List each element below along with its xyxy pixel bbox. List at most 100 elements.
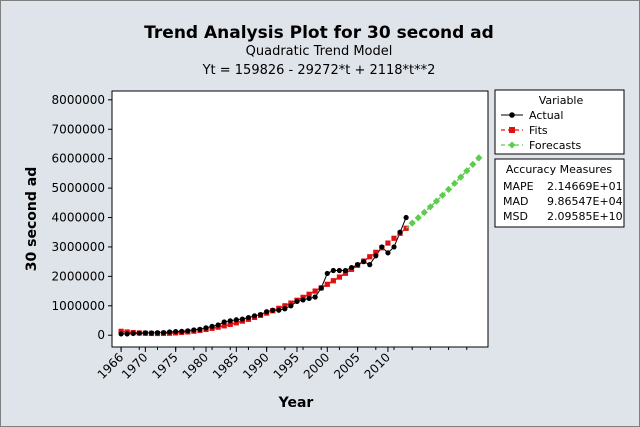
x-tick-label-9: 2010 bbox=[362, 350, 393, 381]
actual-point-2001 bbox=[330, 267, 336, 274]
actual-point-1989 bbox=[257, 312, 264, 318]
x-tick-label-4: 1985 bbox=[210, 350, 241, 381]
fits-point-1997 bbox=[306, 291, 312, 297]
forecast-point-2025 bbox=[475, 154, 483, 162]
accuracy-title: Accuracy Measures bbox=[506, 163, 612, 176]
actual-point-1995 bbox=[294, 298, 300, 304]
forecast-point-2021 bbox=[451, 179, 459, 187]
actual-point-1976 bbox=[179, 328, 185, 335]
accuracy-label-mape: MAPE bbox=[503, 180, 534, 193]
actual-point-2010 bbox=[385, 250, 391, 256]
actual-point-1984 bbox=[227, 318, 233, 324]
fits-point-2008 bbox=[373, 249, 379, 255]
actual-point-1973 bbox=[160, 329, 167, 336]
forecast-point-2016 bbox=[420, 208, 428, 216]
plot-area bbox=[111, 90, 489, 348]
actual-point-1998 bbox=[312, 294, 318, 300]
actual-point-1970 bbox=[142, 330, 148, 336]
forecast-point-2022 bbox=[457, 173, 465, 181]
fits-point-2011 bbox=[391, 235, 397, 241]
actual-point-2008 bbox=[373, 253, 379, 259]
forecast-point-2023 bbox=[463, 167, 471, 175]
accuracy-label-msd: MSD bbox=[503, 210, 528, 223]
legend: Variable Actual Fits Forecasts bbox=[494, 89, 625, 155]
x-tick-label-0: 1966 bbox=[95, 350, 126, 381]
legend-label-forecasts: Forecasts bbox=[529, 139, 582, 152]
accuracy-measures-box: Accuracy Measures MAPE 2.14669E+01 MAD 9… bbox=[494, 158, 625, 228]
forecast-point-2018 bbox=[432, 197, 441, 205]
actual-point-1975 bbox=[173, 328, 179, 335]
accuracy-value-mad: 9.86547E+04 bbox=[547, 195, 623, 208]
actual-point-2011 bbox=[391, 244, 397, 250]
actual-point-2003 bbox=[342, 267, 349, 274]
legend-title: Variable bbox=[539, 94, 584, 107]
actual-point-1990 bbox=[264, 309, 270, 315]
y-tick-label-6: 6000000 bbox=[52, 152, 105, 166]
actual-point-2007 bbox=[367, 262, 373, 268]
actual-point-1977 bbox=[185, 328, 191, 334]
y-tick-label-5: 5000000 bbox=[52, 181, 105, 195]
actual-point-1994 bbox=[288, 303, 294, 309]
actual-point-1991 bbox=[270, 307, 276, 313]
actual-point-1968 bbox=[130, 330, 136, 337]
accuracy-value-msd: 2.09585E+10 bbox=[547, 210, 623, 223]
x-tick-label-3: 1980 bbox=[180, 350, 211, 381]
fits-point-2001 bbox=[330, 278, 336, 284]
y-axis-label: 30 second ad bbox=[24, 167, 40, 271]
x-tick-label-1: 1970 bbox=[119, 350, 150, 381]
x-axis-label: Year bbox=[278, 395, 314, 411]
y-tick-label-0: 0 bbox=[97, 328, 105, 342]
y-tick-label-2: 2000000 bbox=[52, 269, 105, 283]
y-tick-label-4: 4000000 bbox=[52, 211, 105, 225]
accuracy-label-mad: MAD bbox=[503, 195, 529, 208]
actual-point-2005 bbox=[355, 262, 361, 268]
forecast-point-2014 bbox=[408, 219, 416, 227]
actual-point-1979 bbox=[197, 326, 203, 332]
actual-point-1974 bbox=[167, 329, 173, 335]
actual-point-1967 bbox=[124, 331, 130, 337]
chart-equation: Yt = 159826 - 29272*t + 2118*t**2 bbox=[202, 63, 436, 78]
actual-point-2012 bbox=[397, 229, 403, 235]
y-tick-label-8: 8000000 bbox=[52, 93, 105, 107]
y-tick-label-3: 3000000 bbox=[52, 240, 105, 254]
x-tick-label-8: 2005 bbox=[331, 350, 362, 381]
legend-label-actual: Actual bbox=[529, 109, 563, 122]
actual-point-2000 bbox=[324, 270, 330, 277]
actual-point-1981 bbox=[209, 323, 215, 330]
actual-point-1986 bbox=[239, 316, 245, 322]
actual-point-1997 bbox=[306, 295, 312, 302]
forecast-point-2015 bbox=[414, 214, 422, 222]
actual-point-1985 bbox=[233, 317, 239, 323]
y-tick-label-7: 7000000 bbox=[52, 122, 105, 136]
chart-title: Trend Analysis Plot for 30 second ad bbox=[144, 23, 494, 43]
fits-point-2010 bbox=[385, 240, 391, 246]
x-tick-label-6: 1995 bbox=[271, 350, 302, 381]
chart-subtitle: Quadratic Trend Model bbox=[246, 44, 393, 59]
actual-point-1966 bbox=[118, 331, 124, 337]
actual-point-1993 bbox=[282, 306, 288, 312]
actual-point-1987 bbox=[245, 314, 252, 321]
actual-point-1999 bbox=[318, 285, 324, 291]
forecast-point-2019 bbox=[438, 191, 447, 199]
fits-point-1998 bbox=[312, 288, 318, 294]
fits-point-2007 bbox=[367, 254, 373, 260]
actual-point-1978 bbox=[191, 327, 197, 333]
fits-point-2000 bbox=[324, 281, 330, 287]
actual-point-1983 bbox=[221, 319, 227, 325]
fits-point-1985 bbox=[233, 320, 239, 326]
series-layer bbox=[118, 154, 483, 337]
forecast-point-2024 bbox=[469, 160, 477, 169]
legend-item-forecasts: Forecasts bbox=[501, 139, 582, 152]
forecast-point-2020 bbox=[444, 185, 453, 193]
fits-point-1993 bbox=[282, 303, 288, 309]
x-tick-label-7: 2000 bbox=[301, 350, 332, 381]
legend-item-actual: Actual bbox=[501, 109, 563, 122]
fits-point-2003 bbox=[342, 270, 349, 276]
fits-point-1994 bbox=[288, 300, 294, 306]
actual-point-1972 bbox=[154, 330, 161, 336]
actual-point-1996 bbox=[300, 297, 306, 303]
legend-label-fits: Fits bbox=[529, 124, 548, 137]
actual-point-1988 bbox=[251, 313, 258, 319]
